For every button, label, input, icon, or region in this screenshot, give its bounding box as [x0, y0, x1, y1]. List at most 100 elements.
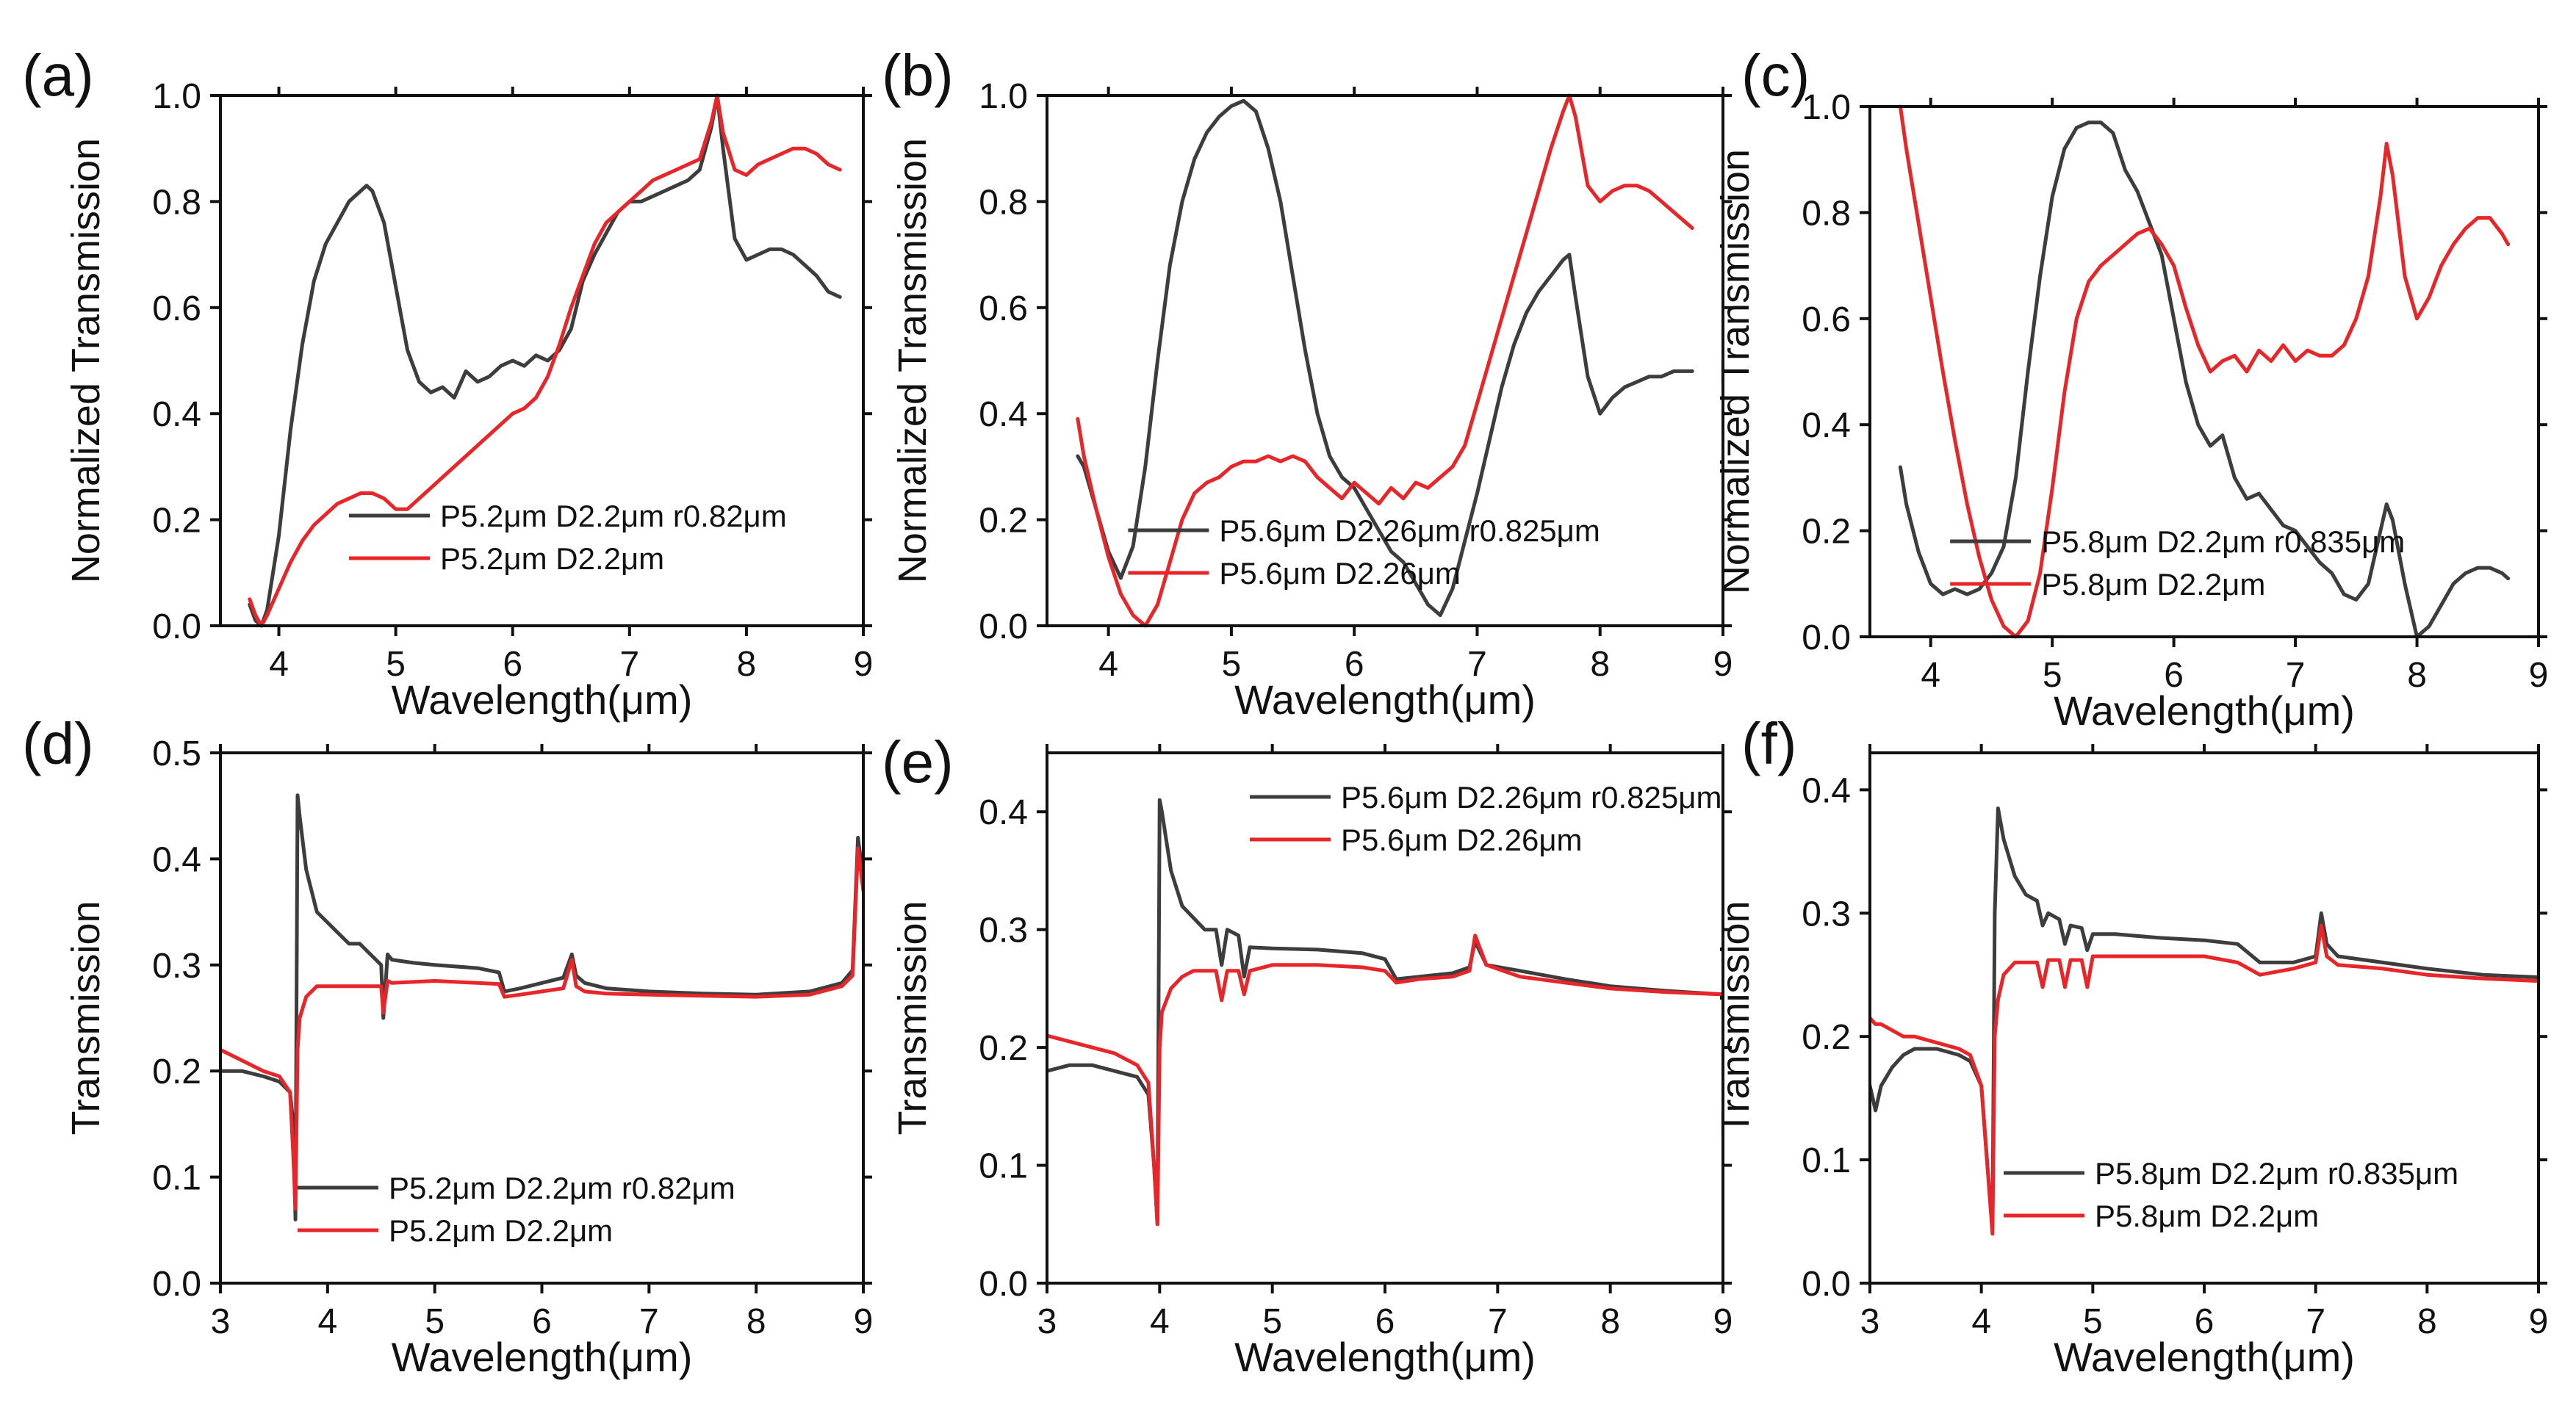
x-tick-label: 8 [737, 645, 757, 684]
x-tick-label: 4 [1971, 1302, 1991, 1341]
x-tick-label: 6 [2195, 1302, 2215, 1341]
x-tick-label: 4 [1921, 656, 1940, 695]
y-tick-label: 0.8 [979, 183, 1028, 222]
y-tick-label: 0.6 [979, 289, 1028, 328]
series-line-gray [1047, 798, 1723, 1227]
series-line-red [1076, 93, 1694, 628]
legend-label: P5.2μm D2.2μm r0.82μm [389, 1171, 735, 1205]
x-tick-label: 9 [2529, 1302, 2549, 1341]
y-tick-label: 1.0 [979, 77, 1028, 116]
panel-c: (c) 4 5 6 7 8 9 0.0 0.2 0.4 0.6 0.8 1.0 Wavelength(μm… [1713, 43, 2548, 734]
x-axis-label: Wavelength(μm) [2054, 687, 2355, 734]
y-tick-label: 0.4 [152, 840, 201, 879]
x-tick-label: 4 [1098, 645, 1118, 684]
x-tick-label: 8 [1600, 1302, 1620, 1341]
series-line-gray [1898, 120, 2511, 639]
y-tick-label: 0.4 [1802, 771, 1851, 810]
x-tick-label: 7 [639, 1302, 659, 1341]
y-tick-label: 0.8 [152, 183, 201, 222]
series-line-red [1898, 104, 2511, 639]
x-tick-label: 5 [1262, 1302, 1282, 1341]
x-tick-label: 7 [619, 645, 639, 684]
x-tick-label: 7 [2306, 1302, 2325, 1341]
x-tick-label: 4 [317, 1302, 337, 1341]
panel-f: (f) 3 4 5 6 7 8 9 0.0 0.1 0.2 0.3 0.4 Wavelength(μm) T… [1713, 711, 2548, 1380]
y-axis-label: Transmission [64, 900, 108, 1135]
x-tick-label: 5 [425, 1302, 445, 1341]
y-tick-label: 0.3 [979, 911, 1028, 950]
axis-frame [1868, 105, 2540, 638]
x-tick-label: 5 [2043, 656, 2062, 695]
y-tick-label: 0.2 [1802, 1018, 1851, 1057]
axis-frame [1046, 94, 1724, 627]
x-tick-label: 9 [1713, 1302, 1733, 1341]
legend-label: P5.8μm D2.2μm [2095, 1199, 2319, 1233]
x-axis-label: Wavelength(μm) [392, 676, 693, 723]
y-axis-label: Normalized Transmission [891, 138, 935, 583]
axis-frame [219, 94, 865, 627]
x-tick-label: 3 [1037, 1302, 1057, 1341]
x-tick-label: 9 [2529, 656, 2549, 695]
legend-label: P5.8μm D2.2μm r0.835μm [2095, 1156, 2458, 1191]
series-line-red [1870, 923, 2539, 1236]
y-tick-label: 0.8 [1802, 194, 1851, 233]
y-axis-label: Normalized Transmission [1713, 149, 1757, 594]
x-axis-label: Wavelength(μm) [2054, 1334, 2355, 1380]
x-tick-label: 3 [211, 1302, 231, 1341]
x-tick-label: 8 [2417, 1302, 2437, 1341]
y-tick-label: 0.3 [152, 947, 201, 986]
y-tick-label: 0.2 [152, 1053, 201, 1091]
x-axis-label: Wavelength(μm) [1234, 676, 1536, 723]
y-tick-label: 1.0 [152, 77, 201, 116]
y-tick-label: 1.0 [1802, 88, 1851, 127]
panel-e: (e) 3 4 5 6 7 8 9 0.0 0.1 0.2 0.3 0.4 Wavelength(μm) T… [882, 729, 1733, 1380]
x-tick-label: 5 [2083, 1302, 2103, 1341]
y-tick-label: 0.6 [152, 289, 201, 328]
series-line-gray [1076, 98, 1694, 618]
y-axis-label: Transmission [1713, 900, 1757, 1135]
x-tick-label: 4 [1150, 1302, 1170, 1341]
x-tick-label: 6 [532, 1302, 552, 1341]
y-tick-label: 0.0 [152, 1265, 201, 1304]
y-tick-label: 0.4 [979, 395, 1028, 434]
legend-label: P5.2μm D2.2μm [440, 541, 664, 576]
y-tick-label: 0.0 [1802, 618, 1851, 657]
y-tick-label: 0.2 [152, 502, 201, 541]
x-tick-label: 7 [1488, 1302, 1508, 1341]
x-axis-label: Wavelength(μm) [1234, 1334, 1536, 1380]
legend-label: P5.8μm D2.2μm [2041, 567, 2265, 602]
panel-b: (b) 4 5 6 7 8 9 0.0 0.2 0.4 0.6 0.8 1.0 Wavelength(μm… [882, 43, 1733, 723]
x-tick-label: 6 [2164, 656, 2184, 695]
legend-label: P5.6μm D2.26μm r0.825μm [1219, 513, 1600, 548]
x-tick-label: 5 [386, 645, 406, 684]
y-tick-label: 0.5 [152, 734, 201, 773]
legend-label: P5.6μm D2.26μm [1219, 556, 1461, 591]
x-tick-label: 5 [1222, 645, 1242, 684]
legend-label: P5.6μm D2.26μm [1341, 823, 1583, 857]
x-tick-label: 6 [1375, 1302, 1395, 1341]
y-tick-label: 0.2 [1802, 513, 1851, 552]
series-line-gray [248, 93, 842, 628]
x-tick-label: 8 [1590, 645, 1610, 684]
x-tick-label: 3 [1860, 1302, 1880, 1341]
series-line-red [248, 93, 842, 628]
x-tick-label: 9 [1713, 645, 1733, 684]
x-tick-label: 7 [2286, 656, 2306, 695]
y-tick-label: 0.3 [1802, 895, 1851, 934]
y-tick-label: 0.4 [1802, 406, 1851, 445]
x-tick-label: 6 [1345, 645, 1364, 684]
panel-label: (e) [882, 729, 954, 795]
y-tick-label: 0.6 [1802, 300, 1851, 339]
x-axis-label: Wavelength(μm) [392, 1334, 693, 1380]
legend-label: P5.2μm D2.2μm r0.82μm [440, 499, 787, 533]
legend-label: P5.6μm D2.26μm r0.825μm [1341, 780, 1721, 815]
x-tick-label: 4 [269, 645, 289, 684]
x-tick-label: 6 [503, 645, 522, 684]
y-tick-label: 0.1 [152, 1159, 201, 1198]
y-tick-label: 0.1 [979, 1147, 1028, 1186]
x-tick-label: 9 [854, 645, 874, 684]
panel-d: (d) 3 4 5 6 7 8 9 0.0 0.1 0.2 0.3 0.4 0.5 Wavelength(μ… [22, 711, 873, 1380]
panel-label: (c) [1741, 43, 1810, 108]
legend-label: P5.8μm D2.2μm r0.835μm [2041, 524, 2405, 559]
